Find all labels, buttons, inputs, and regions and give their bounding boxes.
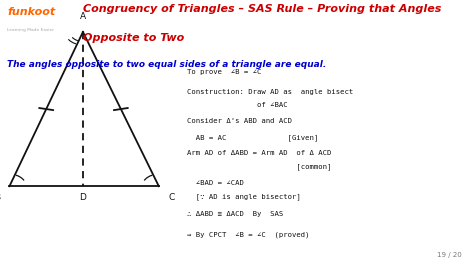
Text: funkoot: funkoot [7, 7, 55, 17]
Text: AB = AC              [Given]: AB = AC [Given] [187, 134, 319, 141]
Text: [common]: [common] [187, 164, 332, 170]
Text: [∵ AD is angle bisector]: [∵ AD is angle bisector] [187, 193, 301, 200]
Text: ∴ ΔABD ≅ ΔACD  By  SAS: ∴ ΔABD ≅ ΔACD By SAS [187, 211, 283, 218]
Text: C: C [168, 193, 174, 202]
Text: Congruency of Triangles – SAS Rule – Proving that Angles: Congruency of Triangles – SAS Rule – Pro… [83, 4, 441, 14]
Text: Construction: Draw AD as  angle bisect: Construction: Draw AD as angle bisect [187, 89, 354, 95]
Text: Arm AD of ΔABD = Arm AD  of Δ ACD: Arm AD of ΔABD = Arm AD of Δ ACD [187, 150, 332, 156]
Text: Learning Made Easier: Learning Made Easier [7, 28, 54, 32]
Text: Opposite to Two: Opposite to Two [83, 33, 184, 43]
Text: D: D [80, 193, 86, 202]
Text: ⇒ By CPCT  ∠B = ∠C  (proved): ⇒ By CPCT ∠B = ∠C (proved) [187, 231, 310, 238]
Text: of ∠BAC: of ∠BAC [187, 102, 288, 109]
Text: 19 / 20: 19 / 20 [438, 252, 462, 258]
Text: Consider Δ's ABD and ACD: Consider Δ's ABD and ACD [187, 118, 292, 124]
Text: ∠BAD = ∠CAD: ∠BAD = ∠CAD [187, 180, 244, 186]
Text: A: A [80, 12, 86, 21]
Text: The angles opposite to two equal sides of a triangle are equal.: The angles opposite to two equal sides o… [7, 60, 327, 69]
Text: To prove  ∠B = ∠C: To prove ∠B = ∠C [187, 69, 262, 75]
